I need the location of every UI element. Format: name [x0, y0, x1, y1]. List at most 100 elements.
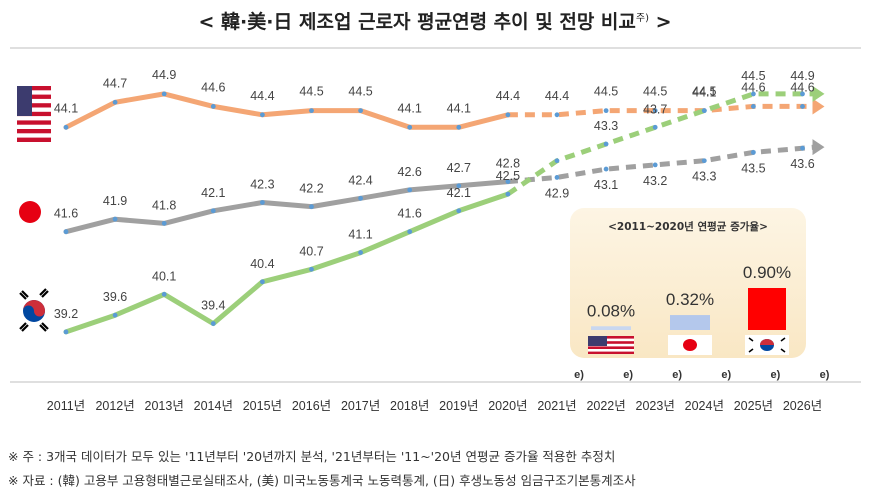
usa-data-point	[63, 124, 69, 130]
usa-data-point	[800, 104, 805, 109]
usa-data-label: 44.9	[152, 68, 176, 82]
korea-data-point	[554, 158, 560, 164]
korea-data-label: 42.5	[496, 169, 520, 183]
korea-series-line	[63, 191, 511, 335]
korea-data-point	[800, 91, 805, 97]
korea-projection-line	[506, 91, 815, 197]
footnote-analysis: ※ 주 : 3개국 데이터가 모두 있는 '11년부터 '20년까지 분석, '…	[8, 449, 616, 464]
korea-data-label: 42.1	[447, 186, 471, 200]
x-tick-label: 2018년	[390, 399, 429, 413]
usa-data-label: 44.6	[201, 80, 225, 94]
chart-title-sup: 주)	[636, 13, 649, 24]
korea-data-label: 39.6	[103, 290, 127, 304]
japan-data-label: 41.9	[103, 194, 127, 208]
japan-data-point	[260, 200, 265, 205]
inset-japan-flag-icon	[668, 335, 712, 355]
x-axis-labels: 2011년 2012년 2013년 2014년 2015년 2016년 2017년 2018년…	[47, 369, 830, 413]
x-tick-label: 2016년	[292, 399, 331, 413]
korea-data-label: 39.2	[54, 307, 78, 321]
japan-data-point	[751, 149, 756, 155]
usa-growth-label: 0.08%	[587, 301, 635, 320]
x-tick-label: 2011년	[47, 399, 85, 413]
korea-growth-bar	[748, 288, 786, 330]
korea-growth-label: 0.90%	[743, 263, 791, 282]
japan-data-point	[210, 208, 216, 214]
chart-title-text: < 韓·美·日 제조업 근로자 평균연령 추이 및 전망 비교	[198, 10, 635, 33]
x-tick-label: 2026년	[783, 399, 822, 413]
japan-data-label: 43.1	[594, 178, 618, 192]
korea-data-point	[505, 191, 511, 197]
usa-data-label: 44.6	[790, 80, 814, 94]
x-tick-label: 2019년	[439, 399, 478, 413]
japan-data-point	[63, 229, 69, 235]
korea-data-point	[112, 312, 118, 318]
korea-data-label: 39.4	[201, 299, 225, 313]
japan-data-label: 42.1	[201, 186, 225, 200]
usa-data-label: 44.1	[54, 101, 78, 115]
inset-bars: 0.08% 0.32% 0.90%	[587, 263, 791, 330]
usa-data-point	[456, 124, 462, 130]
usa-data-label: 44.5	[299, 85, 323, 99]
estimate-mark: e)	[820, 369, 830, 381]
usa-data-point	[210, 104, 216, 109]
japan-data-label: 42.2	[299, 182, 323, 196]
korea-data-point	[751, 91, 756, 97]
usa-data-point	[112, 99, 118, 105]
usa-data-point	[161, 91, 167, 97]
usa-data-point	[358, 108, 363, 114]
japan-data-point	[456, 183, 462, 189]
japan-data-label: 43.5	[741, 161, 765, 175]
usa-data-point	[554, 112, 560, 118]
japan-data-point	[554, 175, 560, 180]
japan-data-label: 43.6	[790, 157, 814, 171]
inset-usa-flag-icon	[588, 336, 634, 354]
usa-projection-arrow	[812, 98, 825, 115]
japan-data-label: 42.3	[250, 178, 274, 192]
estimate-mark: e)	[672, 369, 682, 381]
usa-data-label: 44.1	[447, 101, 471, 115]
japan-data-label: 41.8	[152, 198, 176, 212]
estimate-mark: e)	[574, 369, 584, 381]
usa-series-line	[63, 91, 511, 130]
japan-data-point	[652, 162, 658, 168]
estimate-mark: e)	[721, 369, 731, 381]
japan-series-line	[63, 179, 511, 235]
korea-projection-arrow	[812, 85, 825, 102]
korea-data-point	[701, 108, 707, 114]
usa-data-label: 44.5	[692, 85, 716, 99]
korea-data-label: 41.1	[348, 228, 372, 242]
estimate-mark: e)	[771, 369, 781, 381]
x-tick-label: 2017년	[341, 399, 380, 413]
korea-data-point	[603, 141, 609, 147]
japan-data-label: 42.9	[545, 186, 569, 200]
usa-data-point	[652, 108, 658, 114]
japan-growth-bar	[670, 315, 710, 330]
inset-panel	[570, 208, 806, 358]
x-tick-label: 2023년	[636, 399, 675, 413]
korea-data-label: 44.5	[741, 69, 765, 83]
usa-data-point	[603, 108, 609, 114]
x-tick-label: 2012년	[95, 399, 134, 413]
series-layer	[63, 85, 825, 335]
japan-data-point	[358, 195, 363, 201]
korea-data-point	[210, 321, 216, 326]
x-tick-label: 2014년	[194, 399, 233, 413]
japan-data-point	[161, 220, 167, 226]
japan-data-label: 42.7	[447, 161, 471, 175]
inset-korea-flag-icon	[745, 335, 789, 355]
japan-data-point	[309, 204, 314, 210]
x-tick-label: 2022년	[586, 399, 625, 413]
usa-data-point	[505, 112, 511, 118]
korea-data-point	[309, 266, 314, 272]
usa-data-label: 44.5	[643, 85, 667, 99]
japan-data-point	[505, 179, 511, 185]
usa-growth-bar	[591, 326, 631, 330]
japan-projection-arrow	[812, 139, 825, 156]
korea-data-label: 44.1	[692, 86, 716, 100]
inset-title: <2011~2020년 연평균 증가율>	[608, 220, 768, 233]
usa-data-point	[407, 124, 413, 130]
korea-data-label: 40.4	[250, 257, 274, 271]
usa-data-label: 44.4	[496, 89, 520, 103]
japan-data-point	[800, 145, 805, 151]
japan-data-label: 42.4	[348, 173, 372, 187]
